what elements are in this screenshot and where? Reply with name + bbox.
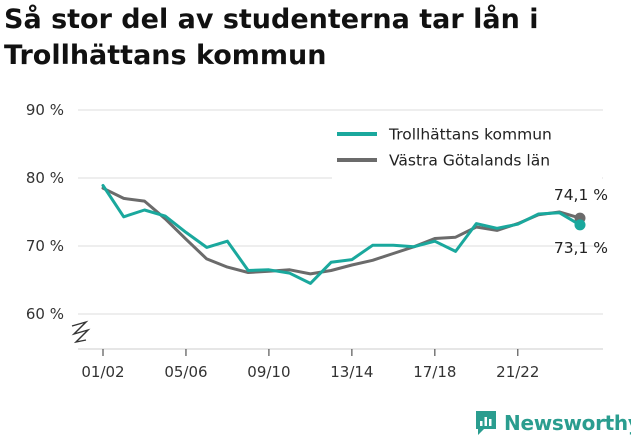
y-tick-label: 70 % bbox=[26, 237, 64, 255]
chart-title: Så stor del av studenterna tar lån i Tro… bbox=[4, 4, 539, 71]
x-axis: 01/02 05/06 09/10 13/14 17/18 21/22 bbox=[78, 348, 603, 381]
y-tick-label: 90 % bbox=[26, 101, 64, 119]
series-line bbox=[101, 186, 582, 276]
brand-name: Newsworthy bbox=[504, 411, 631, 435]
newsworthy-brand: Newsworthy bbox=[474, 407, 631, 439]
series-lines bbox=[101, 184, 586, 285]
y-axis-ticks: 60 % 70 % 80 % 90 % bbox=[26, 101, 64, 323]
series-end-point bbox=[574, 219, 586, 231]
newsworthy-logo-icon bbox=[476, 411, 496, 435]
y-tick-label: 60 % bbox=[26, 305, 64, 323]
x-tick-label: 21/22 bbox=[496, 363, 539, 381]
x-tick-label: 13/14 bbox=[330, 363, 373, 381]
legend-label: Trollhättans kommun bbox=[388, 126, 552, 144]
x-tick-label: 17/18 bbox=[413, 363, 456, 381]
legend: Trollhättans kommun Västra Götalands län bbox=[332, 116, 602, 182]
legend-background bbox=[332, 116, 602, 182]
legend-label: Västra Götalands län bbox=[389, 152, 550, 170]
end-value-label: 73,1 % bbox=[554, 239, 608, 257]
end-labels: 74,1 % 73,1 % bbox=[554, 186, 608, 257]
x-tick-label: 05/06 bbox=[164, 363, 207, 381]
x-tick-label: 09/10 bbox=[247, 363, 290, 381]
end-value-label: 74,1 % bbox=[554, 186, 608, 204]
axis-break-icon bbox=[71, 320, 91, 344]
series-line bbox=[101, 184, 582, 285]
x-tick-label: 01/02 bbox=[81, 363, 124, 381]
y-tick-label: 80 % bbox=[26, 169, 64, 187]
